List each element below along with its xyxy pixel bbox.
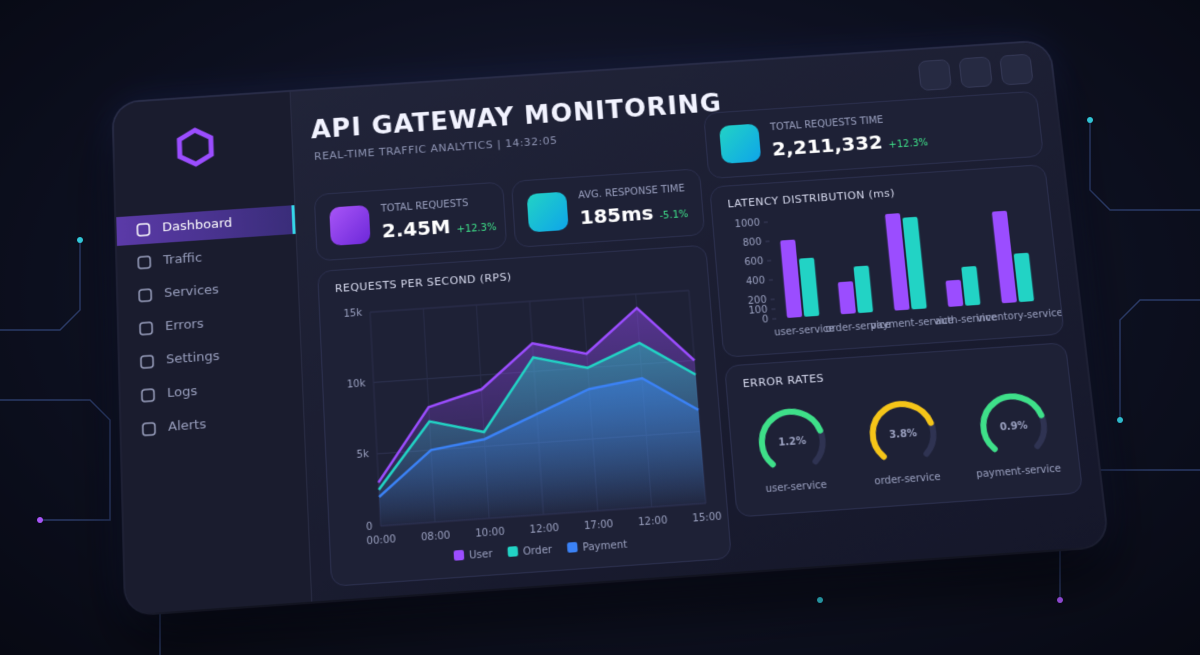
nav-label: Services (163, 282, 220, 301)
latency-card: 0 100 200 400 600 800 1000 user-service order-se… (709, 164, 1065, 358)
stat-card: TOTAL REQUESTS TIME 2,211,332 +12.3% (703, 90, 1045, 180)
nav-icon (141, 388, 155, 403)
stat-change: +12.3% (456, 222, 497, 236)
stat-icon (526, 191, 569, 233)
legend-swatch (507, 546, 519, 557)
y-tick-label: 100 (748, 305, 768, 317)
stat-label: AVG. RESPONSE TIME (577, 183, 686, 202)
stat-icon (329, 204, 371, 246)
bar (961, 265, 981, 306)
legend-label: Payment (582, 539, 628, 554)
messages-button[interactable] (917, 59, 952, 91)
bar (991, 210, 1018, 304)
rps-chart: 0 5k 10k 15k 00:00 08:00 10:00 12:00 17:00 12:00 1… (343, 246, 722, 562)
x-tick-label: 15:00 (692, 511, 722, 524)
y-tick-label: 800 (742, 237, 762, 249)
y-tick-label: 0 (762, 314, 769, 325)
stat-icon (718, 123, 762, 164)
stat-label: TOTAL REQUESTS (380, 198, 469, 215)
stat-value: 185ms -5.1% (579, 199, 689, 229)
legend-label: User (469, 549, 494, 562)
x-tick-label: 08:00 (421, 530, 451, 543)
nav-icon (142, 422, 157, 437)
profile-button[interactable] (999, 53, 1034, 86)
gauge-label: order-service (874, 472, 941, 488)
bar (798, 257, 820, 317)
gauge-value: 0.9% (999, 420, 1028, 433)
sidebar: Dashboard Traffic Services Errors Settings Lo… (113, 91, 313, 615)
x-tick-label: 10:00 (475, 526, 505, 539)
stat-change: +12.3% (888, 137, 929, 151)
nav-item[interactable]: Errors (119, 303, 300, 345)
nav-icon (138, 289, 153, 303)
stat-number: 2.45M (381, 214, 452, 243)
y-tick-label: 5k (356, 449, 369, 461)
errors-card: 1.2% user-service 3.8% order-service 0.9% pay… (724, 342, 1084, 518)
nav-icon (137, 255, 151, 269)
y-tick-label: 10k (347, 378, 366, 390)
toolbar (917, 53, 1034, 91)
x-tick-label: 12:00 (529, 523, 559, 536)
stat-number: 2,211,332 (771, 130, 884, 161)
gauge-label: user-service (765, 480, 827, 496)
y-tick-label: 200 (747, 295, 767, 307)
stat-card: TOTAL REQUESTS 2.45M +12.3% (313, 181, 508, 262)
nav-icon (140, 354, 154, 369)
nav-label: Alerts (167, 417, 207, 435)
x-tick-label: order-service (825, 320, 891, 335)
bar (853, 265, 874, 314)
x-tick-label: auth-service (934, 312, 997, 327)
logo (175, 125, 216, 169)
legend-swatch (566, 541, 578, 553)
legend-label: Order (523, 545, 554, 559)
bar (945, 279, 964, 307)
x-tick-label: 17:00 (584, 519, 614, 532)
y-tick-label: 1000 (734, 218, 760, 230)
stat-value: 2,211,332 +12.3% (771, 127, 929, 160)
nav-icon (139, 321, 153, 335)
x-tick-label: 00:00 (366, 534, 396, 548)
gauge-value: 1.2% (778, 436, 807, 449)
area (374, 374, 706, 527)
nav-label: Settings (165, 348, 220, 368)
stat-change: -5.1% (659, 209, 689, 222)
y-tick-label: 0 (366, 521, 373, 533)
notifications-button[interactable] (958, 56, 993, 89)
error-gauges: 1.2% user-service 3.8% order-service 0.9% pay… (725, 343, 1062, 496)
nav-item[interactable]: Services (118, 270, 299, 311)
gauge-value: 3.8% (889, 428, 918, 441)
stat-number: 185ms (578, 201, 655, 229)
nav-label: Logs (166, 384, 198, 401)
nav-icon (136, 223, 150, 237)
bar (1013, 252, 1035, 303)
x-tick-label: inventory-service (976, 308, 1064, 325)
y-tick-label: 600 (744, 256, 764, 268)
nav-label: Traffic (162, 250, 203, 268)
x-tick-label: 12:00 (638, 515, 668, 528)
y-tick-label: 15k (343, 308, 362, 320)
nav-list: Dashboard Traffic Services Errors Settings Lo… (116, 205, 304, 450)
bar (780, 239, 803, 318)
stat-value: 2.45M +12.3% (381, 212, 497, 243)
bar (837, 281, 856, 315)
stat-card: AVG. RESPONSE TIME 185ms -5.1% (510, 168, 706, 248)
gauge-label: payment-service (976, 463, 1062, 480)
rps-card: 0 5k 10k 15k 00:00 08:00 10:00 12:00 17:00 12:00 1… (317, 244, 732, 587)
nav-label: Errors (164, 316, 204, 335)
nav-label: Dashboard (162, 216, 233, 236)
dashboard-panel: Dashboard Traffic Services Errors Settings Lo… (113, 41, 1108, 615)
legend-swatch (453, 549, 465, 561)
x-tick-label: user-service (774, 323, 835, 338)
y-tick-label: 400 (746, 275, 766, 287)
